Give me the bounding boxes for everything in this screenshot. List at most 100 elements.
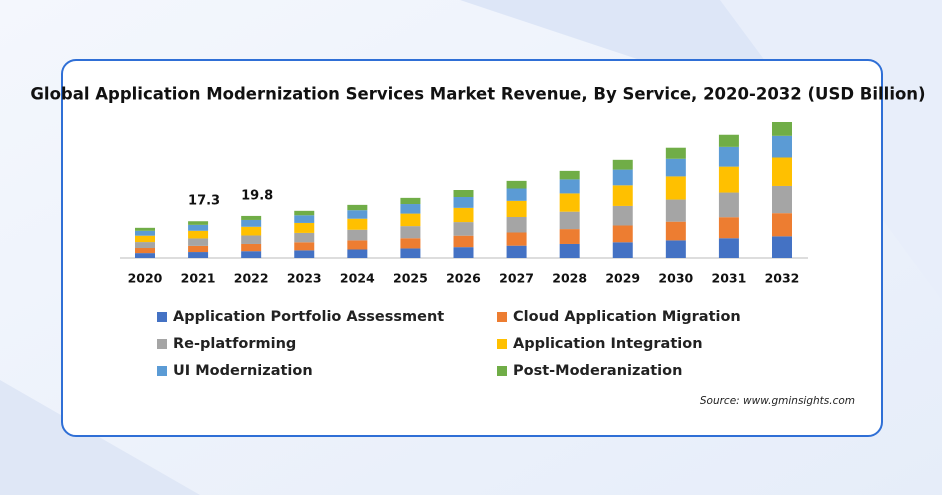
x-tick-label: 2022	[234, 271, 269, 286]
bar-segment	[294, 250, 315, 258]
bar-segment	[772, 185, 792, 214]
bar-segment	[241, 243, 262, 252]
bar-segment	[188, 238, 209, 246]
bar-segment	[612, 185, 633, 206]
x-tick-label: 2032	[765, 271, 800, 286]
x-tick-label: 2027	[499, 271, 534, 286]
bar-segment	[772, 213, 792, 237]
bar-segment	[772, 157, 792, 186]
bar-segment	[559, 229, 580, 244]
x-tick-label: 2026	[446, 271, 481, 286]
bar-segment	[506, 245, 527, 258]
x-tick-label: 2020	[128, 271, 163, 286]
bar-segment	[241, 219, 262, 227]
bar-segment	[347, 218, 368, 230]
bar-segment	[559, 179, 580, 194]
bar-segment	[772, 236, 792, 258]
bar-segment	[453, 222, 474, 236]
bar-segment	[612, 169, 633, 186]
bar-segment	[347, 249, 368, 258]
bar-segment	[135, 235, 155, 243]
bar-segment	[347, 229, 368, 241]
x-tick-label: 2031	[712, 271, 747, 286]
legend-swatch	[157, 366, 167, 376]
bar-segment	[188, 221, 209, 225]
legend-label: Application Integration	[513, 336, 703, 352]
x-tick-label: 2021	[181, 271, 216, 286]
bar-segment	[400, 248, 421, 258]
total-label: 19.8	[241, 188, 273, 203]
bar-segment	[665, 158, 686, 177]
bar-segment	[241, 215, 262, 220]
bar-segment	[772, 135, 792, 158]
bar-segment	[718, 217, 739, 239]
bar-segment	[506, 180, 527, 189]
bar-segment	[400, 213, 421, 227]
bar-segment	[559, 211, 580, 230]
bar-segment	[718, 192, 739, 218]
x-tick-label: 2030	[658, 271, 693, 286]
legend-label: Post-Moderanization	[513, 363, 682, 379]
bar-segment	[294, 222, 315, 233]
bar-segment	[718, 238, 739, 258]
bar-segment	[506, 188, 527, 201]
legend-swatch	[157, 339, 167, 349]
x-tick-label: 2028	[552, 271, 587, 286]
legend-swatch	[497, 339, 507, 349]
bar-segment	[559, 170, 580, 180]
bar-segment	[453, 235, 474, 248]
chart-title: Global Application Modernization Service…	[30, 85, 925, 104]
bar-segment	[188, 252, 209, 258]
bar-segment	[188, 245, 209, 253]
bg-shape	[0, 380, 200, 495]
bar-segment	[347, 210, 368, 219]
bar-segment	[400, 238, 421, 249]
bar-segment	[718, 146, 739, 167]
legend-swatch	[157, 312, 167, 322]
bar-segment	[612, 205, 633, 226]
bar-segment	[400, 197, 421, 205]
bar-segment	[612, 242, 633, 258]
bar-segment	[559, 193, 580, 212]
bar-segment	[665, 176, 686, 200]
bar-segment	[135, 230, 155, 236]
bar-segment	[347, 240, 368, 250]
x-tick-label: 2023	[287, 271, 322, 286]
bar-segment	[294, 210, 315, 216]
bar-segment	[506, 200, 527, 217]
bar-segment	[347, 204, 368, 211]
bar-segment	[506, 216, 527, 233]
bar-segment	[665, 147, 686, 159]
total-label: 17.3	[188, 194, 220, 209]
bar-segment	[188, 230, 209, 239]
bar-segment	[241, 226, 262, 236]
bar-segment	[506, 232, 527, 246]
bar-segment	[453, 207, 474, 223]
x-tick-label: 2029	[605, 271, 640, 286]
bar-segment	[665, 199, 686, 222]
bar-segment	[612, 225, 633, 243]
legend-swatch	[497, 312, 507, 322]
source: Source: www.gminsights.com	[700, 395, 855, 407]
bar-segment	[453, 197, 474, 208]
bar-segment	[665, 221, 686, 241]
bar-segment	[772, 122, 792, 136]
bar-segment	[294, 215, 315, 223]
bar-segment	[453, 190, 474, 198]
bar-segment	[559, 243, 580, 258]
bar-segment	[241, 251, 262, 258]
bar-segment	[400, 204, 421, 214]
x-tick-label: 2024	[340, 271, 375, 286]
bar-segment	[718, 166, 739, 193]
bar-segment	[135, 227, 155, 231]
bar-segment	[241, 235, 262, 244]
legend-label: Application Portfolio Assessment	[173, 309, 444, 325]
bar-segment	[135, 242, 155, 249]
bar-segment	[400, 226, 421, 239]
bar-segment	[718, 134, 739, 147]
legend-label: Re-platforming	[173, 336, 296, 352]
bar-segment	[665, 240, 686, 258]
bar-segment	[294, 242, 315, 251]
x-tick-label: 2025	[393, 271, 428, 286]
